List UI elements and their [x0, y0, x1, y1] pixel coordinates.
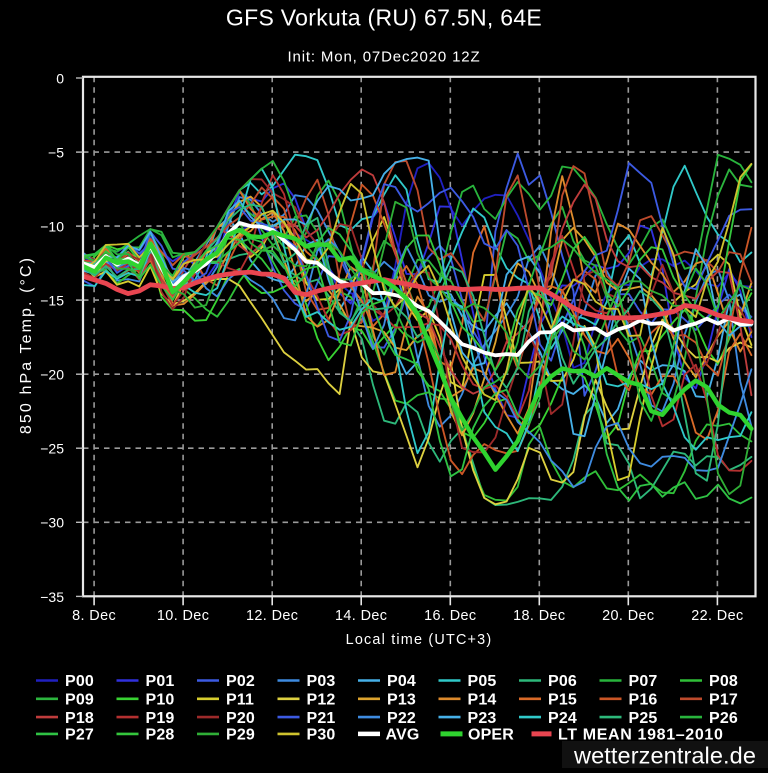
- svg-text:−20: −20: [40, 367, 64, 383]
- svg-text:P13: P13: [387, 692, 416, 709]
- svg-text:16. Dec: 16. Dec: [424, 608, 476, 624]
- svg-text:P20: P20: [226, 710, 255, 727]
- svg-text:P28: P28: [146, 727, 175, 744]
- svg-text:20. Dec: 20. Dec: [602, 608, 654, 624]
- svg-text:Init: Mon, 07Dec2020 12Z: Init: Mon, 07Dec2020 12Z: [287, 49, 480, 66]
- svg-text:P16: P16: [629, 692, 658, 709]
- svg-text:P11: P11: [226, 692, 254, 709]
- svg-text:P04: P04: [387, 673, 416, 690]
- svg-text:P06: P06: [548, 673, 577, 690]
- svg-text:−35: −35: [40, 589, 64, 605]
- svg-text:18. Dec: 18. Dec: [513, 608, 565, 624]
- svg-text:850 hPa Temp. (°C): 850 hPa Temp. (°C): [18, 256, 35, 434]
- svg-text:P25: P25: [629, 710, 658, 727]
- svg-text:OPER: OPER: [468, 727, 514, 744]
- svg-text:P19: P19: [146, 710, 175, 727]
- svg-text:P21: P21: [307, 710, 336, 727]
- svg-text:−30: −30: [40, 515, 64, 531]
- svg-text:P12: P12: [307, 692, 336, 709]
- svg-text:P15: P15: [548, 692, 577, 709]
- svg-text:10. Dec: 10. Dec: [157, 608, 209, 624]
- svg-text:−15: −15: [40, 293, 64, 309]
- svg-text:GFS Vorkuta (RU) 67.5N, 64E: GFS Vorkuta (RU) 67.5N, 64E: [226, 4, 542, 30]
- svg-text:P07: P07: [629, 673, 658, 690]
- svg-text:−5: −5: [48, 145, 64, 161]
- svg-text:P10: P10: [146, 692, 175, 709]
- svg-text:P26: P26: [709, 710, 738, 727]
- svg-text:P24: P24: [548, 710, 577, 727]
- svg-text:P17: P17: [709, 692, 738, 709]
- svg-text:14. Dec: 14. Dec: [335, 608, 387, 624]
- svg-text:wetterzentrale.de: wetterzentrale.de: [573, 743, 756, 769]
- svg-text:8. Dec: 8. Dec: [72, 608, 116, 624]
- svg-text:P08: P08: [709, 673, 738, 690]
- svg-text:P03: P03: [307, 673, 336, 690]
- svg-text:22. Dec: 22. Dec: [691, 608, 743, 624]
- svg-text:P05: P05: [468, 673, 497, 690]
- svg-text:P30: P30: [307, 727, 336, 744]
- svg-text:12. Dec: 12. Dec: [246, 608, 298, 624]
- svg-text:P02: P02: [226, 673, 255, 690]
- svg-text:−25: −25: [40, 441, 64, 457]
- svg-text:Local time (UTC+3): Local time (UTC+3): [346, 632, 493, 648]
- svg-text:AVG: AVG: [386, 727, 420, 744]
- svg-text:−10: −10: [40, 219, 64, 235]
- svg-text:P01: P01: [146, 673, 175, 690]
- svg-text:P22: P22: [387, 710, 416, 727]
- svg-text:P00: P00: [65, 673, 94, 690]
- svg-text:P09: P09: [65, 692, 94, 709]
- svg-text:P29: P29: [226, 727, 255, 744]
- svg-text:P18: P18: [65, 710, 94, 727]
- svg-text:LT MEAN 1981–2010: LT MEAN 1981–2010: [558, 727, 724, 744]
- svg-text:0: 0: [56, 70, 64, 86]
- svg-text:P14: P14: [468, 692, 497, 709]
- svg-text:P23: P23: [468, 710, 497, 727]
- svg-text:P27: P27: [65, 727, 94, 744]
